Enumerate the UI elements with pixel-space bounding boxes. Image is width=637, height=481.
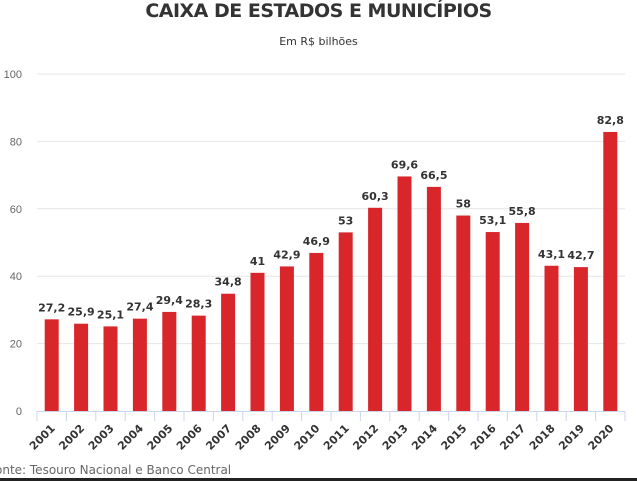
x-axis: 2001200220032004200520062007200820092010… — [27, 411, 626, 453]
data-label: 55,8 — [509, 205, 536, 218]
bar — [426, 186, 441, 411]
bar — [338, 232, 353, 411]
bar — [44, 319, 59, 411]
x-tick-label: 2007 — [203, 422, 234, 453]
x-tick-label: 2001 — [27, 422, 58, 453]
y-tick-label: 0 — [16, 406, 22, 418]
x-tick-label: 2017 — [497, 422, 528, 453]
data-label: 25,9 — [68, 306, 95, 319]
data-label: 27,2 — [38, 301, 65, 314]
data-label: 58 — [456, 198, 471, 211]
x-tick-label: 2018 — [527, 422, 558, 453]
bar — [603, 131, 618, 412]
data-label: 69,6 — [391, 158, 418, 171]
chart-subtitle: Em R$ bilhões — [279, 35, 358, 48]
data-label: 29,4 — [156, 294, 183, 307]
x-tick-label: 2003 — [86, 422, 117, 453]
data-label: 46,9 — [303, 235, 330, 248]
data-label: 28,3 — [185, 298, 212, 311]
x-tick-label: 2004 — [115, 422, 146, 453]
x-tick-label: 2014 — [409, 422, 440, 453]
bar — [397, 176, 412, 411]
x-tick-label: 2009 — [262, 422, 293, 453]
bar — [74, 323, 89, 411]
x-tick-label: 2005 — [145, 422, 176, 453]
bar — [309, 252, 324, 411]
y-axis: 0 20 40 60 80 100 — [4, 69, 22, 418]
data-label: 25,1 — [97, 308, 124, 321]
bar — [221, 293, 236, 411]
bar — [573, 267, 588, 411]
data-label: 82,8 — [597, 114, 624, 127]
y-tick-label: 20 — [10, 339, 22, 351]
data-label: 27,4 — [126, 301, 153, 314]
data-label: 43,1 — [538, 248, 565, 261]
bar — [132, 318, 147, 411]
x-tick-label: 2011 — [321, 422, 352, 453]
data-label: 60,3 — [362, 190, 389, 203]
data-label: 42,9 — [273, 248, 300, 261]
bar — [456, 215, 471, 411]
source-note: onte: Tesouro Nacional e Banco Central — [0, 463, 232, 477]
data-label: 34,8 — [215, 276, 242, 289]
x-tick-label: 2010 — [292, 422, 323, 453]
data-label: 53 — [338, 214, 353, 227]
bar — [368, 207, 383, 411]
y-tick-label: 60 — [10, 204, 22, 216]
bar — [103, 326, 118, 411]
x-tick-label: 2002 — [56, 422, 87, 453]
x-tick-label: 2020 — [586, 422, 617, 453]
chart-title: CAIXA DE ESTADOS E MUNICÍPIOS — [145, 0, 492, 22]
bars — [44, 131, 618, 412]
bottom-bar — [0, 478, 637, 481]
bar — [191, 315, 206, 411]
bar — [515, 222, 530, 411]
data-label: 66,5 — [420, 169, 447, 182]
x-tick-label: 2012 — [350, 422, 381, 453]
x-tick-label: 2013 — [380, 422, 411, 453]
data-label: 42,7 — [567, 249, 594, 262]
y-tick-label: 80 — [10, 136, 22, 148]
data-labels: 27,2 25,9 25,127,429,4 28,334,8 41 42,946,9 53… — [38, 114, 624, 321]
x-tick-label: 2006 — [174, 422, 205, 453]
bar — [250, 272, 265, 411]
x-tick-label: 2008 — [233, 422, 264, 453]
gridlines — [37, 73, 625, 345]
data-label: 41 — [250, 255, 265, 268]
y-tick-label: 100 — [4, 69, 22, 81]
bar — [279, 266, 294, 411]
x-tick-label: 2016 — [468, 422, 499, 453]
bar — [544, 265, 559, 411]
x-tick-label: 2019 — [556, 422, 587, 453]
bar — [485, 232, 500, 411]
data-label: 53,1 — [479, 214, 506, 227]
x-tick-label: 2015 — [439, 422, 470, 453]
y-tick-label: 40 — [10, 271, 22, 283]
bar — [162, 311, 177, 411]
